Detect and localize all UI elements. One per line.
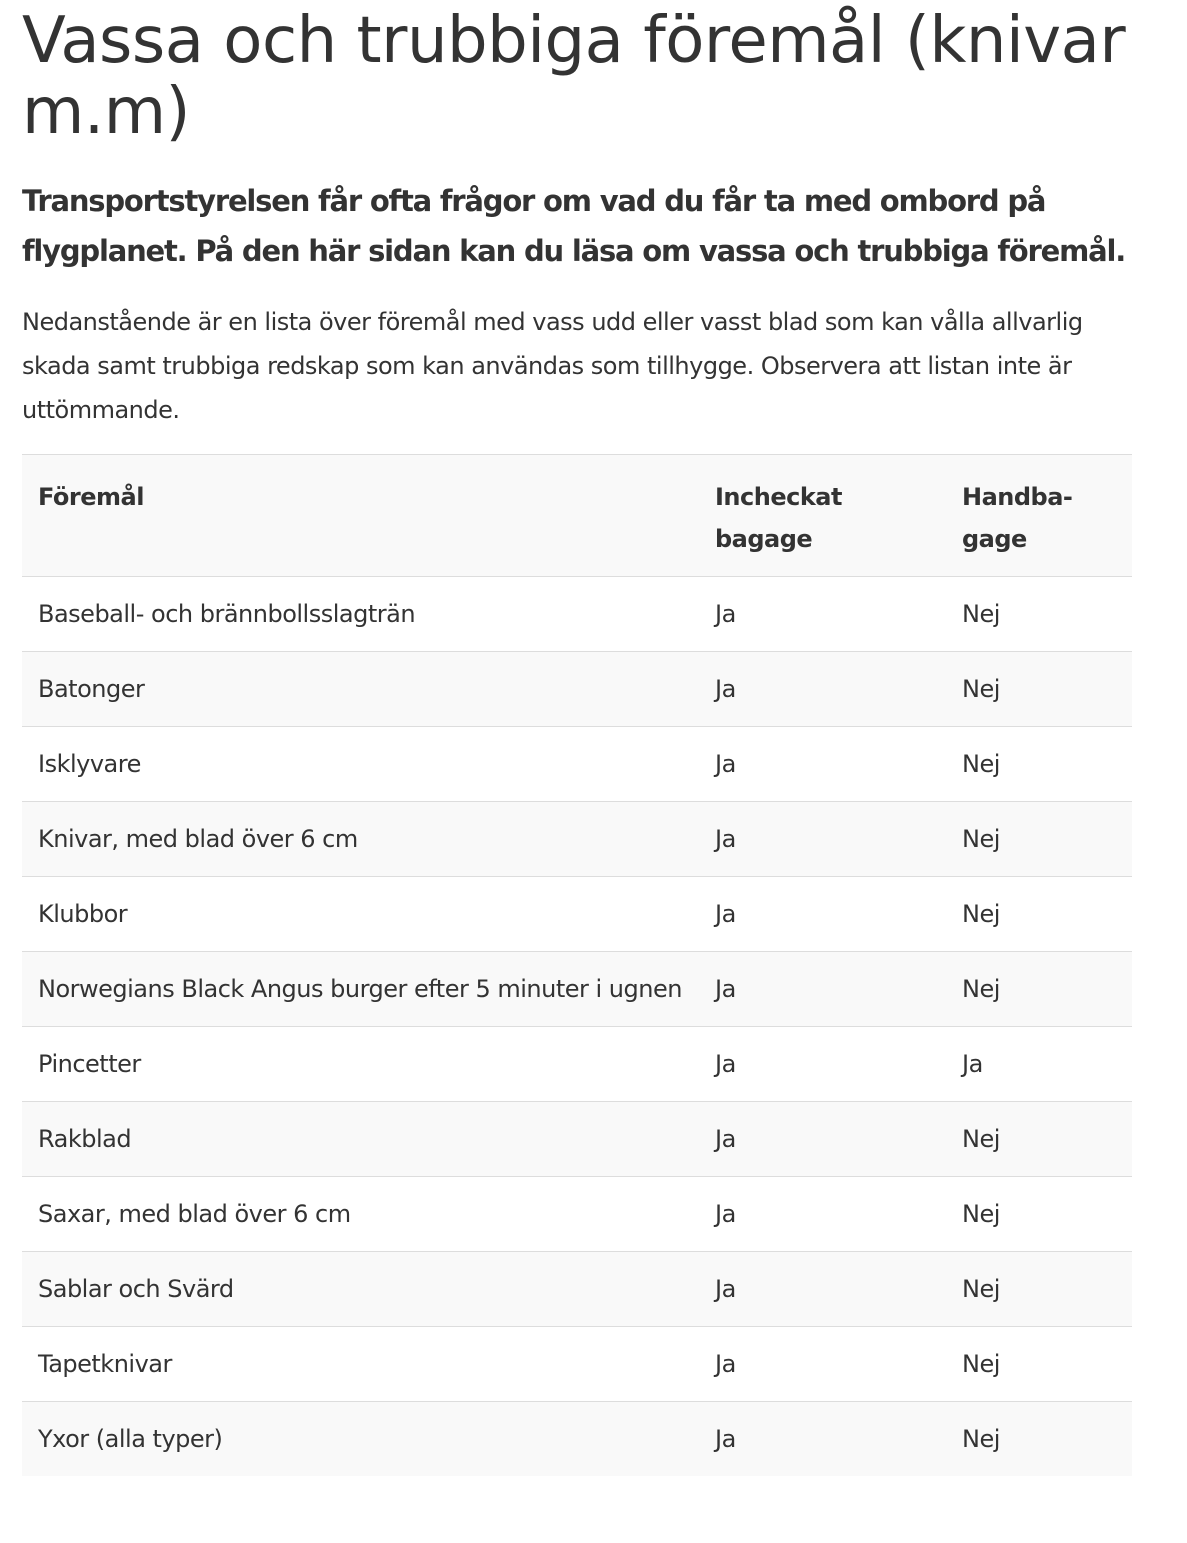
intro-paragraph: Nedanstående är en lista över föremål me… <box>22 308 1083 424</box>
cell-checked-baggage: Ja <box>699 651 946 727</box>
cell-hand-baggage: Nej <box>946 801 1132 877</box>
table-header-row: Föremål Incheckat bagage Handba-gage <box>22 454 1132 577</box>
table-row: Saxar, med blad över 6 cm Ja Nej <box>22 1176 1132 1252</box>
cell-checked-baggage: Ja <box>699 876 946 952</box>
cell-item: Isklyvare <box>22 726 699 802</box>
cell-item: Saxar, med blad över 6 cm <box>22 1176 699 1252</box>
table-header: Föremål Incheckat bagage Handba-gage <box>22 454 1132 577</box>
cell-hand-baggage: Nej <box>946 576 1132 652</box>
cell-item: Baseball- och brännbollsslagträn <box>22 576 699 652</box>
cell-checked-baggage: Ja <box>699 576 946 652</box>
cell-item: Tapetknivar <box>22 1326 699 1402</box>
cell-hand-baggage: Nej <box>946 1176 1132 1252</box>
lead-paragraph: Transportstyrelsen får ofta frågor om va… <box>22 184 1126 268</box>
column-header-checked-baggage: Incheckat bagage <box>715 483 842 553</box>
table-row: Norwegians Black Angus burger efter 5 mi… <box>22 951 1132 1027</box>
cell-item: Norwegians Black Angus burger efter 5 mi… <box>22 951 699 1027</box>
cell-checked-baggage: Ja <box>699 1251 946 1327</box>
cell-hand-baggage: Nej <box>946 1251 1132 1327</box>
table-row: Isklyvare Ja Nej <box>22 726 1132 802</box>
cell-hand-baggage: Nej <box>946 1401 1132 1476</box>
cell-checked-baggage: Ja <box>699 1401 946 1476</box>
cell-hand-baggage: Nej <box>946 1326 1132 1402</box>
table-body: Baseball- och brännbollsslagträn Ja Nej Bat… <box>22 576 1132 1476</box>
table-row: Sablar och Svärd Ja Nej <box>22 1251 1132 1327</box>
table-row: Pincetter Ja Ja <box>22 1026 1132 1102</box>
items-table: Föremål Incheckat bagage Handba-gage Bas… <box>22 454 1132 1476</box>
cell-item: Knivar, med blad över 6 cm <box>22 801 699 877</box>
table-row: Rakblad Ja Nej <box>22 1101 1132 1177</box>
table-row: Tapetknivar Ja Nej <box>22 1326 1132 1402</box>
cell-item: Yxor (alla typer) <box>22 1401 699 1476</box>
table-row: Batonger Ja Nej <box>22 651 1132 727</box>
cell-hand-baggage: Nej <box>946 726 1132 802</box>
table-row: Knivar, med blad över 6 cm Ja Nej <box>22 801 1132 877</box>
cell-checked-baggage: Ja <box>699 1101 946 1177</box>
cell-checked-baggage: Ja <box>699 801 946 877</box>
cell-checked-baggage: Ja <box>699 1026 946 1102</box>
cell-hand-baggage: Ja <box>946 1026 1132 1102</box>
cell-checked-baggage: Ja <box>699 726 946 802</box>
table-row: Yxor (alla typer) Ja Nej <box>22 1401 1132 1476</box>
article: Vassa och trubbiga föremål (knivar m.m) … <box>22 4 1132 1476</box>
cell-item: Sablar och Svärd <box>22 1251 699 1327</box>
cell-checked-baggage: Ja <box>699 1176 946 1252</box>
cell-item: Klubbor <box>22 876 699 952</box>
cell-hand-baggage: Nej <box>946 1101 1132 1177</box>
table-row: Baseball- och brännbollsslagträn Ja Nej <box>22 576 1132 652</box>
table-row: Klubbor Ja Nej <box>22 876 1132 952</box>
column-header-item: Föremål <box>38 483 144 511</box>
page-title: Vassa och trubbiga föremål (knivar m.m) <box>22 4 1126 149</box>
cell-item: Batonger <box>22 651 699 727</box>
cell-checked-baggage: Ja <box>699 951 946 1027</box>
cell-checked-baggage: Ja <box>699 1326 946 1402</box>
cell-item: Rakblad <box>22 1101 699 1177</box>
cell-hand-baggage: Nej <box>946 651 1132 727</box>
cell-item: Pincetter <box>22 1026 699 1102</box>
cell-hand-baggage: Nej <box>946 951 1132 1027</box>
cell-hand-baggage: Nej <box>946 876 1132 952</box>
column-header-hand-baggage: Handba-gage <box>962 483 1073 553</box>
